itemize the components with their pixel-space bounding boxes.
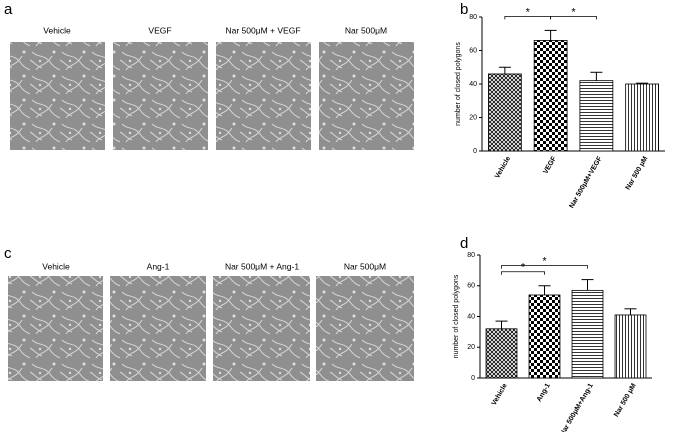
micrograph — [110, 276, 206, 381]
micrograph — [213, 276, 310, 381]
image-caption: Nar 500μM — [345, 25, 387, 35]
y-tick-label: 40 — [469, 81, 477, 88]
bar — [614, 314, 647, 379]
significance-bracket — [501, 271, 545, 275]
image-caption: Vehicle — [42, 261, 70, 271]
bar — [579, 80, 614, 152]
y-axis-label: number of closed polygons — [455, 42, 462, 126]
micrograph — [113, 42, 208, 150]
micrograph — [319, 42, 414, 150]
y-tick-label: 60 — [469, 47, 477, 54]
x-tick-label: Nar 500μM+Ang-1 — [559, 382, 595, 432]
x-tick-label: Nar 500 μM — [613, 382, 638, 418]
y-tick-label: 0 — [473, 148, 477, 155]
micrograph — [316, 276, 414, 381]
image-caption: VEGF — [148, 25, 171, 35]
y-tick-label: 80 — [469, 14, 477, 21]
bar — [533, 40, 568, 152]
significance-bracket — [501, 265, 588, 269]
x-tick-label: VEGF — [542, 155, 558, 176]
y-tick-label: 60 — [467, 283, 475, 290]
x-tick-label: Nar 500μM+VEGF — [568, 155, 604, 210]
panel-label: a — [4, 1, 13, 18]
significance-label: * — [571, 6, 576, 18]
significance-bracket — [550, 15, 597, 20]
image-caption: Nar 500μM — [344, 261, 386, 271]
y-tick-label: 20 — [467, 344, 475, 351]
image-caption: Ang-1 — [147, 261, 170, 271]
x-tick-label: Vehicle — [491, 382, 509, 406]
significance-label: * — [542, 256, 547, 268]
panel-label: c — [4, 245, 12, 262]
y-tick-label: 40 — [467, 313, 475, 320]
bar — [485, 328, 518, 379]
x-tick-label: Vehicle — [494, 155, 512, 179]
significance-label: * — [521, 262, 526, 274]
x-tick-label: Ang-1 — [536, 382, 552, 403]
y-tick-label: 0 — [471, 375, 475, 382]
significance-label: * — [526, 6, 531, 18]
image-caption: Nar 500μM + VEGF — [225, 25, 300, 35]
image-caption: Vehicle — [43, 25, 71, 35]
micrograph — [216, 42, 311, 150]
bar — [625, 83, 659, 152]
image-caption: Nar 500μM + Ang-1 — [225, 261, 299, 271]
bar — [488, 73, 522, 152]
bar — [571, 289, 604, 379]
micrographs — [8, 42, 414, 381]
micrograph — [10, 42, 105, 150]
x-tick-label: Nar 500 μM — [625, 155, 650, 191]
y-tick-label: 20 — [469, 114, 477, 121]
bar — [528, 294, 561, 379]
y-axis-label: number of closed polygons — [453, 274, 460, 358]
panel-label: d — [460, 235, 468, 252]
panel-label: b — [460, 1, 468, 18]
y-tick-label: 80 — [467, 252, 475, 259]
micrograph — [8, 276, 103, 381]
